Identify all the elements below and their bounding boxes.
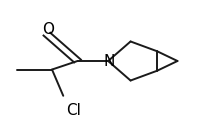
Text: N: N <box>103 54 115 68</box>
Text: Cl: Cl <box>66 103 81 118</box>
Text: O: O <box>42 22 54 37</box>
